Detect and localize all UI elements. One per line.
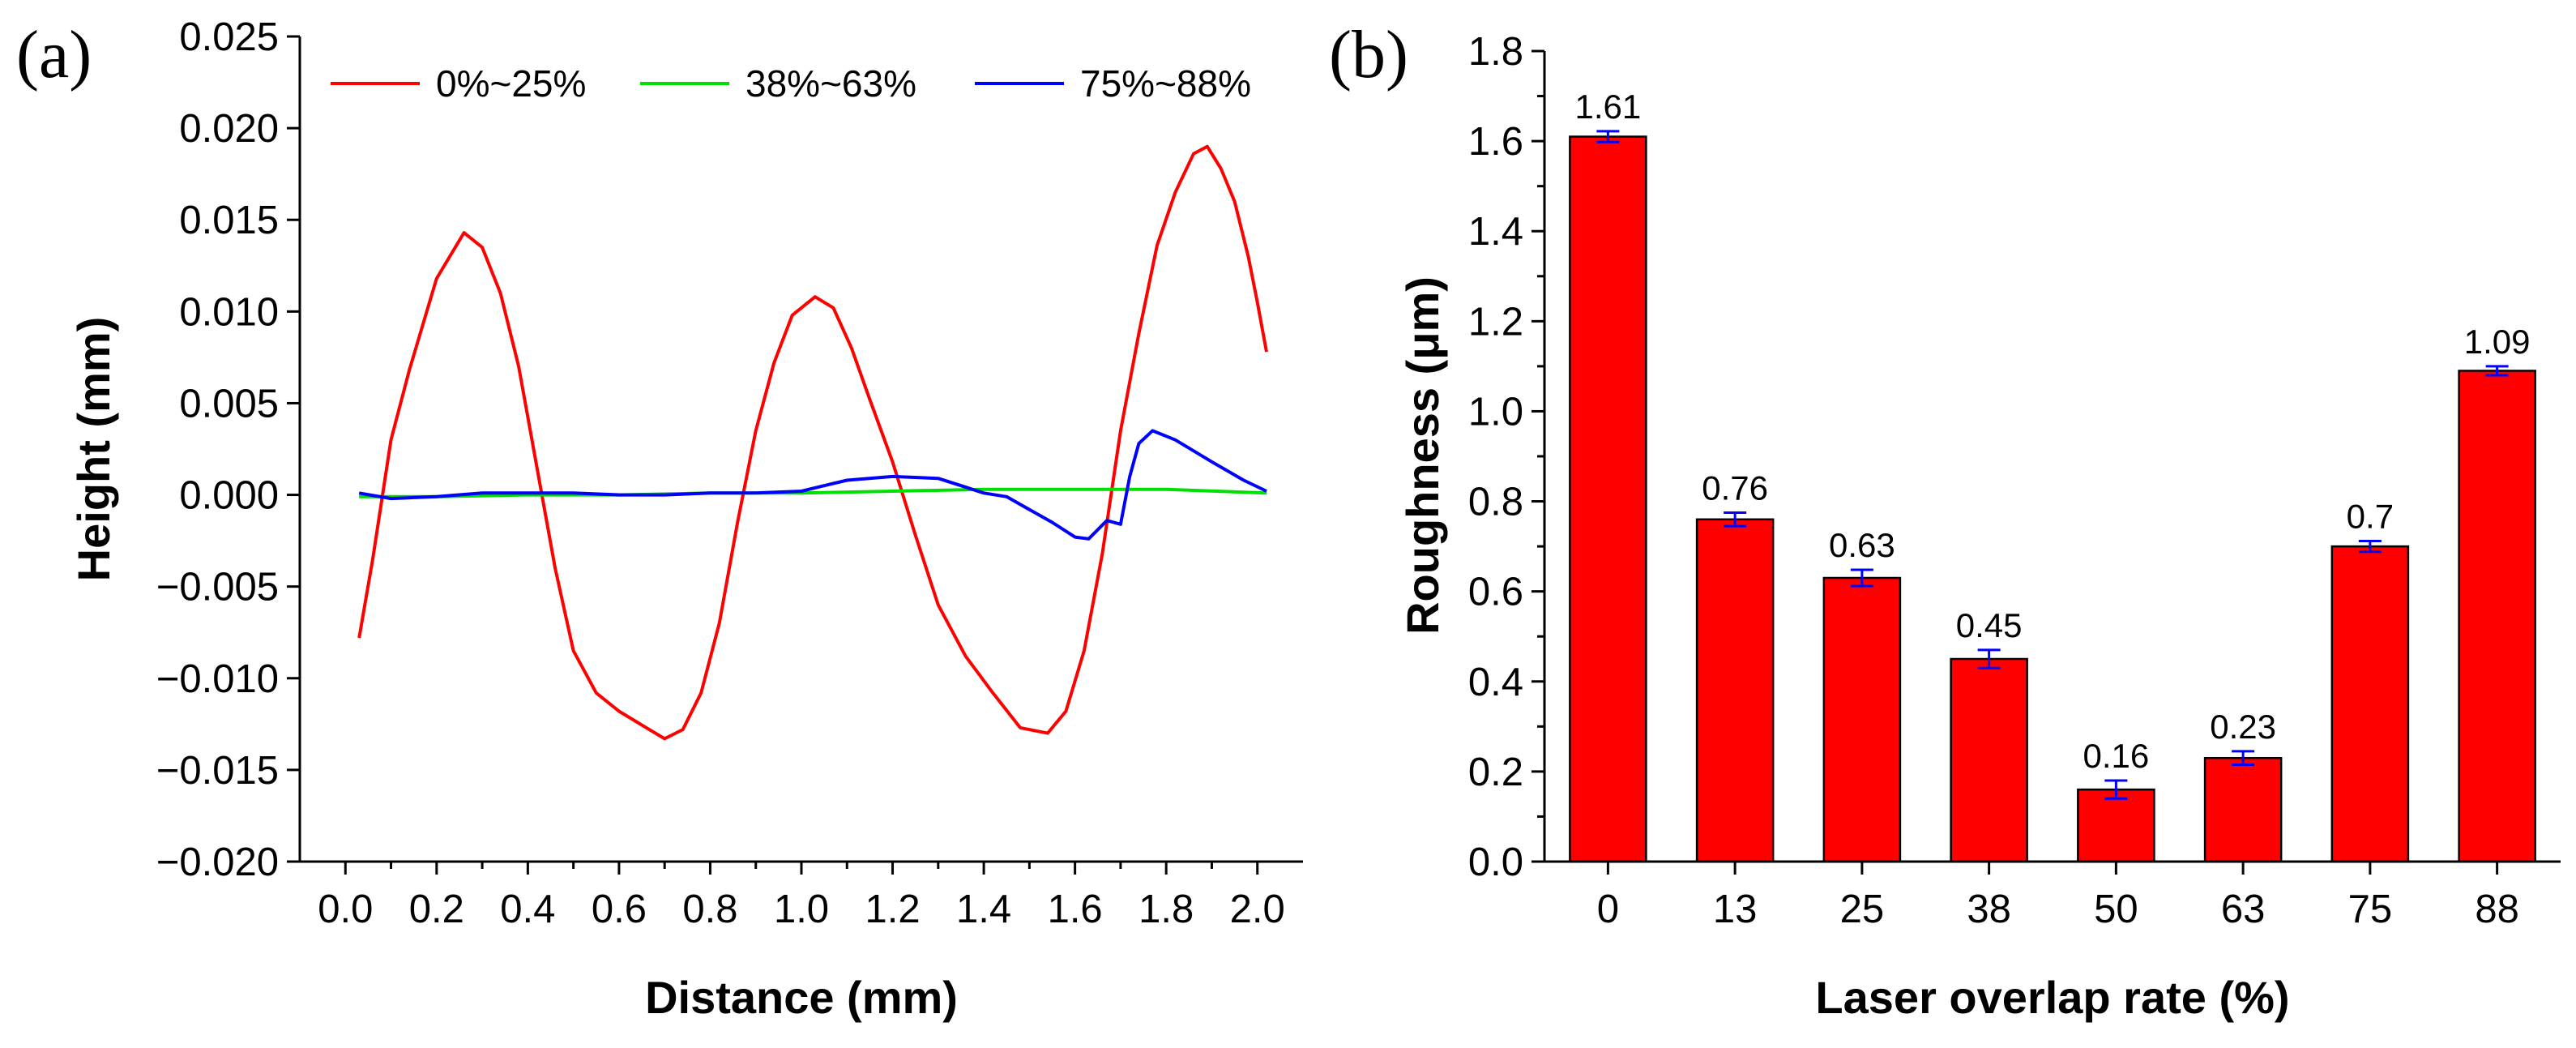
data-label: 0.23 xyxy=(2210,708,2276,746)
series-line-2 xyxy=(359,487,1267,498)
bar xyxy=(2458,370,2536,863)
data-label: 0.16 xyxy=(2083,737,2150,775)
x-tick-label: 0.0 xyxy=(318,888,373,931)
y-tick-label: 0.8 xyxy=(1468,481,1523,524)
x-tick-label: 1.2 xyxy=(865,888,920,931)
line-series-group xyxy=(357,144,1268,741)
bar xyxy=(1569,135,1647,863)
y-tick-label: 0.4 xyxy=(1468,661,1523,704)
x-axis-title: Distance (mm) xyxy=(645,972,958,1023)
x-axis-ticks: 0 13 25 38 50 63 75 88 xyxy=(1597,862,2519,931)
bar xyxy=(2077,788,2155,863)
error-bar xyxy=(1724,511,1747,528)
bar xyxy=(1695,518,1775,863)
y-tick-label: 0.2 xyxy=(1468,751,1523,794)
y-tick-label: −0.005 xyxy=(156,566,279,610)
x-tick-label: 0.8 xyxy=(682,888,737,931)
y-tick-label: −0.010 xyxy=(156,657,279,701)
error-bar xyxy=(2485,365,2509,377)
error-bar xyxy=(1977,648,2001,669)
y-tick-label: 1.4 xyxy=(1468,210,1523,254)
data-label: 0.7 xyxy=(2347,497,2394,535)
line-chart-panel: (a) −0.020 −0.015 −0.010 −0.005 0.000 0.005 0.… xyxy=(16,15,1303,1023)
x-tick-label: 1.4 xyxy=(956,888,1011,931)
y-tick-label: −0.015 xyxy=(156,749,279,793)
y-axis-ticks: −0.020 −0.015 −0.010 −0.005 0.000 0.005 0.010 0… xyxy=(156,15,300,884)
legend-label-2: 38%~63% xyxy=(745,62,916,105)
x-tick-label: 1.8 xyxy=(1138,888,1194,931)
y-tick-label: 0.0 xyxy=(1468,841,1523,884)
x-tick-label: 25 xyxy=(1840,888,1885,931)
y-tick-label: 0.025 xyxy=(179,15,279,59)
y-tick-label: 0.6 xyxy=(1468,571,1523,614)
x-tick-label: 2.0 xyxy=(1230,888,1285,931)
panel-label-a: (a) xyxy=(16,17,92,92)
axis-frame xyxy=(1543,51,2561,863)
error-bar xyxy=(2232,750,2255,767)
y-tick-label: 1.8 xyxy=(1468,30,1523,74)
bar xyxy=(1950,657,2028,863)
x-tick-label: 0.4 xyxy=(500,888,555,931)
bar-series-group: 1.61 0.76 0.63 0.45 0.16 0.23 0.7 1.09 xyxy=(1569,88,2536,863)
series-line-1 xyxy=(357,144,1268,741)
data-label: 1.09 xyxy=(2464,323,2531,361)
error-bar xyxy=(1596,130,1620,143)
y-tick-label: 0.020 xyxy=(179,107,279,151)
axis-frame xyxy=(298,36,1303,863)
x-tick-label: 0 xyxy=(1597,888,1619,931)
bar xyxy=(1822,576,1902,863)
error-bar xyxy=(2104,779,2128,800)
series-line-3 xyxy=(358,429,1267,541)
y-tick-label: 0.010 xyxy=(179,290,279,334)
x-tick-label: 50 xyxy=(2094,888,2138,931)
x-tick-label: 1.6 xyxy=(1048,888,1103,931)
data-label: 0.63 xyxy=(1829,526,1895,564)
data-label: 0.45 xyxy=(1956,606,2023,644)
panel-label-b: (b) xyxy=(1329,17,1408,92)
y-axis-ticks: 0.0 0.2 0.4 0.6 0.8 1.0 1.2 1.4 1.6 1.8 xyxy=(1468,30,1544,884)
y-tick-label: 0.005 xyxy=(179,382,279,426)
y-tick-label: −0.020 xyxy=(156,841,279,884)
bar xyxy=(2203,756,2283,863)
y-tick-label: 1.6 xyxy=(1468,120,1523,164)
x-tick-label: 13 xyxy=(1713,888,1758,931)
legend-label-1: 0%~25% xyxy=(436,62,586,105)
error-bar xyxy=(2358,539,2382,554)
bar-chart-panel: (b) 0.0 0.2 0.4 0.6 0.8 1.0 1.2 1.4 1.6 1.8 1.61 0… xyxy=(1329,17,2561,1023)
data-label: 1.61 xyxy=(1575,88,1642,126)
y-tick-label: 0.015 xyxy=(179,199,279,242)
error-bar xyxy=(1850,568,1873,588)
legend-label-3: 75%~88% xyxy=(1080,62,1251,105)
y-axis-title: Roughness (μm) xyxy=(1397,276,1448,635)
x-axis-title: Laser overlap rate (%) xyxy=(1815,972,2289,1023)
legend: 0%~25% 38%~63% 75%~88% xyxy=(331,62,1251,105)
bar xyxy=(2330,545,2410,863)
x-tick-label: 75 xyxy=(2348,888,2393,931)
x-tick-label: 63 xyxy=(2221,888,2266,931)
data-label: 0.76 xyxy=(1702,468,1768,507)
x-tick-label: 88 xyxy=(2475,888,2519,931)
x-tick-label: 0.6 xyxy=(592,888,647,931)
y-tick-label: 1.2 xyxy=(1468,300,1523,344)
x-tick-label: 1.0 xyxy=(774,888,829,931)
y-tick-label: 1.0 xyxy=(1468,390,1523,434)
x-tick-label: 38 xyxy=(1967,888,2011,931)
y-axis-title: Height (mm) xyxy=(68,317,119,582)
x-tick-label: 0.2 xyxy=(409,888,464,931)
x-axis-ticks: 0.0 0.2 0.4 0.6 0.8 1.0 1.2 1.4 1.6 1.8 2.0 xyxy=(318,862,1285,931)
y-tick-label: 0.000 xyxy=(179,474,279,518)
